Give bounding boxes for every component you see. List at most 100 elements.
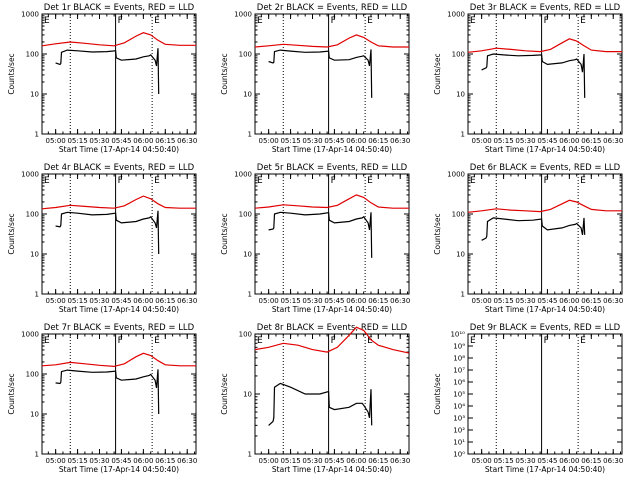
event-marker-label: E bbox=[154, 16, 160, 26]
x-tick-label: 05:15 bbox=[67, 137, 87, 145]
y-tick-label: 1000 bbox=[234, 171, 252, 179]
x-tick-label: 06:15 bbox=[155, 297, 175, 305]
event-marker-label: F bbox=[544, 16, 549, 26]
event-marker-label: F bbox=[331, 336, 336, 346]
x-tick-label: 06:00 bbox=[133, 457, 153, 465]
panel-title: Det 8r BLACK = Events, RED = LLD bbox=[257, 323, 408, 333]
y-axis-label: Counts/sec bbox=[433, 53, 442, 94]
event-marker-label: E bbox=[580, 176, 586, 186]
x-tick-label: 06:15 bbox=[368, 457, 388, 465]
events-series-line bbox=[481, 217, 586, 241]
y-tick-label: 10³ bbox=[453, 415, 465, 423]
x-tick-label: 06:15 bbox=[581, 297, 601, 305]
y-tick-label: 10 bbox=[243, 391, 252, 399]
x-tick-label: 05:00 bbox=[259, 297, 279, 305]
y-tick-label: 10 bbox=[30, 411, 39, 419]
x-tick-label: 05:45 bbox=[537, 457, 557, 465]
x-tick-label: 05:30 bbox=[89, 457, 109, 465]
x-tick-label: 05:30 bbox=[89, 297, 109, 305]
panel-title: Det 7r BLACK = Events, RED = LLD bbox=[44, 323, 195, 333]
x-tick-label: 05:30 bbox=[89, 137, 109, 145]
corner-marker-label: E bbox=[44, 336, 50, 346]
y-tick-label: 1 bbox=[248, 291, 252, 299]
y-axis-label: Counts/sec bbox=[7, 213, 16, 254]
events-series-line bbox=[268, 211, 373, 258]
corner-marker-label: E bbox=[470, 16, 476, 26]
x-tick-label: 06:30 bbox=[177, 297, 197, 305]
y-tick-label: 10¹ bbox=[453, 439, 465, 447]
events-series-line bbox=[268, 49, 373, 98]
x-axis-label: Start Time (17-Apr-14 04:50:40) bbox=[59, 465, 179, 474]
y-tick-label: 1 bbox=[248, 131, 252, 139]
lld-series-line bbox=[467, 38, 622, 53]
x-tick-label: 06:30 bbox=[390, 457, 410, 465]
corner-marker-label: E bbox=[470, 176, 476, 186]
y-tick-label: 1 bbox=[35, 291, 39, 299]
y-tick-label: 1000 bbox=[21, 331, 39, 339]
panel-det-9: Det 9r BLACK = Events, RED = LLD 10⁰ 10¹ 10… bbox=[433, 323, 623, 474]
plot-frame bbox=[467, 173, 623, 295]
y-tick-label: 10 bbox=[243, 251, 252, 259]
lld-series-line bbox=[41, 352, 196, 368]
x-axis-label: Start Time (17-Apr-14 04:50:40) bbox=[272, 305, 392, 314]
x-tick-label: 05:45 bbox=[111, 297, 131, 305]
plot-frame bbox=[41, 173, 197, 295]
y-tick-label: 1000 bbox=[234, 11, 252, 19]
x-tick-label: 05:30 bbox=[302, 137, 322, 145]
x-tick-label: 05:45 bbox=[537, 137, 557, 145]
event-marker-label: F bbox=[544, 336, 549, 346]
x-tick-label: 05:00 bbox=[472, 297, 492, 305]
x-tick-label: 05:15 bbox=[493, 457, 513, 465]
x-tick-label: 05:00 bbox=[46, 297, 66, 305]
x-tick-label: 05:15 bbox=[280, 297, 300, 305]
x-tick-label: 05:00 bbox=[472, 457, 492, 465]
x-tick-label: 06:30 bbox=[603, 137, 623, 145]
y-tick-label: 10 bbox=[243, 91, 252, 99]
event-marker-label: F bbox=[118, 336, 123, 346]
x-tick-label: 06:00 bbox=[559, 457, 579, 465]
x-tick-label: 06:30 bbox=[390, 137, 410, 145]
x-axis-label: Start Time (17-Apr-14 04:50:40) bbox=[272, 465, 392, 474]
corner-marker-label: E bbox=[257, 336, 263, 346]
y-tick-label: 1 bbox=[461, 131, 465, 139]
corner-marker-label: E bbox=[44, 16, 50, 26]
y-tick-label: 100 bbox=[239, 331, 252, 339]
x-axis-label: Start Time (17-Apr-14 04:50:40) bbox=[59, 145, 179, 154]
panel-title: Det 3r BLACK = Events, RED = LLD bbox=[470, 3, 621, 13]
x-tick-label: 06:15 bbox=[155, 137, 175, 145]
y-tick-label: 10⁵ bbox=[453, 391, 465, 399]
event-marker-label: E bbox=[367, 336, 373, 346]
x-tick-label: 06:15 bbox=[155, 457, 175, 465]
x-tick-label: 05:00 bbox=[472, 137, 492, 145]
x-tick-label: 06:00 bbox=[559, 297, 579, 305]
panel-det-6: Det 6r BLACK = Events, RED = LLD 1 10 100 10… bbox=[433, 163, 623, 314]
y-axis-label: Counts/sec bbox=[7, 53, 16, 94]
x-tick-label: 05:30 bbox=[302, 297, 322, 305]
event-marker-label: E bbox=[154, 176, 160, 186]
x-axis-label: Start Time (17-Apr-14 04:50:40) bbox=[59, 305, 179, 314]
x-tick-label: 05:45 bbox=[324, 297, 344, 305]
x-tick-label: 06:15 bbox=[581, 137, 601, 145]
x-tick-label: 06:00 bbox=[559, 137, 579, 145]
x-tick-label: 05:30 bbox=[302, 457, 322, 465]
y-tick-label: 10⁸ bbox=[453, 355, 465, 363]
panel-det-2: Det 2r BLACK = Events, RED = LLD 1 10 100 10… bbox=[220, 3, 410, 154]
event-marker-label: E bbox=[367, 176, 373, 186]
y-tick-label: 1000 bbox=[21, 11, 39, 19]
y-tick-label: 10⁰ bbox=[453, 451, 465, 459]
y-tick-label: 100 bbox=[26, 211, 39, 219]
y-tick-label: 100 bbox=[26, 371, 39, 379]
events-series-line bbox=[481, 53, 586, 98]
x-tick-label: 05:45 bbox=[537, 297, 557, 305]
y-tick-label: 100 bbox=[452, 51, 465, 59]
y-tick-label: 10 bbox=[456, 251, 465, 259]
panel-det-8: Det 8r BLACK = Events, RED = LLD 1 10 100 05… bbox=[220, 323, 410, 474]
panel-det-4: Det 4r BLACK = Events, RED = LLD 1 10 100 10… bbox=[7, 163, 197, 314]
event-marker-label: E bbox=[154, 336, 160, 346]
x-tick-label: 06:15 bbox=[368, 297, 388, 305]
panel-det-7: Det 7r BLACK = Events, RED = LLD 1 10 100 10… bbox=[7, 323, 197, 474]
y-tick-label: 10 bbox=[30, 91, 39, 99]
x-axis-label: Start Time (17-Apr-14 04:50:40) bbox=[272, 145, 392, 154]
event-marker-label: F bbox=[331, 16, 336, 26]
